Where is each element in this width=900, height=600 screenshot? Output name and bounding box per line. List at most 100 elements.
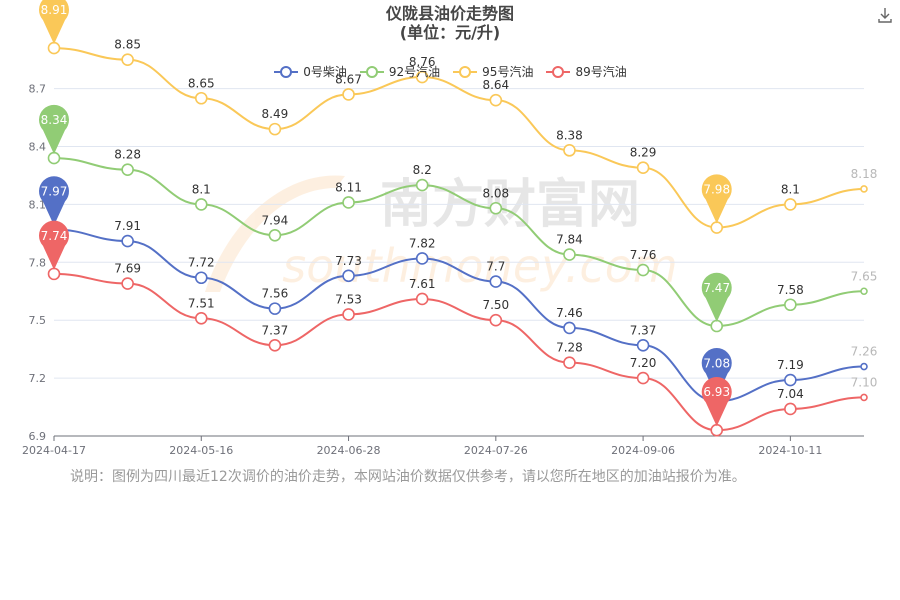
data-label: 7.58 — [777, 283, 804, 297]
chart-title: 仪陇县油价走势图 (单位：元/升) — [0, 4, 900, 42]
data-point[interactable] — [342, 88, 355, 101]
data-label: 8.11 — [335, 180, 362, 194]
data-label: 8.64 — [482, 78, 509, 92]
x-tick-label: 2024-07-26 — [464, 444, 528, 457]
legend-label: 89号汽油 — [575, 65, 627, 79]
data-point[interactable] — [194, 271, 208, 285]
legend-label: 95号汽油 — [482, 65, 534, 79]
data-point[interactable] — [47, 151, 61, 165]
data-label: 7.37 — [262, 323, 289, 337]
data-label: 8.08 — [482, 186, 509, 200]
y-tick-label: 7.8 — [29, 256, 47, 269]
data-point[interactable] — [194, 91, 208, 105]
data-point[interactable] — [563, 321, 576, 335]
data-label: 8.65 — [188, 76, 215, 90]
data-point[interactable] — [489, 313, 503, 327]
data-label: 7.84 — [556, 233, 583, 247]
min-marker-label: 7.08 — [703, 356, 730, 370]
data-point[interactable] — [489, 275, 503, 288]
max-marker: 8.34 — [39, 104, 69, 155]
x-tick-label: 2024-05-16 — [169, 444, 233, 457]
data-point[interactable] — [860, 362, 868, 371]
x-tick-label: 2024-10-11 — [758, 444, 822, 457]
data-point[interactable] — [415, 178, 429, 192]
data-point[interactable] — [342, 196, 355, 209]
legend-item[interactable]: 0号柴油 — [273, 63, 347, 80]
series-line — [53, 272, 865, 432]
data-point[interactable] — [860, 287, 868, 296]
data-label: 7.50 — [482, 298, 509, 312]
data-point[interactable] — [342, 269, 355, 283]
chart-title-main: 仪陇县油价走势图 — [385, 4, 514, 23]
max-marker: 7.74 — [39, 220, 69, 270]
data-point[interactable] — [415, 292, 429, 306]
download-icon[interactable] — [876, 6, 894, 24]
data-point[interactable] — [121, 277, 134, 290]
min-marker-label: 6.93 — [703, 385, 730, 399]
data-label: 8.76 — [409, 55, 436, 69]
data-label: 8.85 — [114, 38, 141, 52]
data-point[interactable] — [47, 267, 61, 281]
data-point[interactable] — [121, 234, 134, 248]
data-point[interactable] — [415, 70, 429, 84]
data-point[interactable] — [268, 122, 282, 136]
data-point[interactable] — [710, 319, 724, 333]
data-point[interactable] — [784, 298, 797, 312]
data-point[interactable] — [784, 198, 797, 211]
max-marker-label: 7.74 — [41, 229, 68, 243]
data-point[interactable] — [121, 53, 134, 66]
data-label: 7.37 — [630, 323, 657, 337]
data-label: 7.19 — [777, 358, 804, 372]
min-marker: 6.93 — [701, 377, 732, 427]
data-point[interactable] — [710, 423, 724, 437]
legend-item[interactable]: 92号汽油 — [359, 63, 440, 80]
max-marker-label: 8.34 — [41, 113, 68, 127]
data-point[interactable] — [121, 163, 134, 176]
data-label: 7.72 — [188, 256, 215, 270]
data-label: 7.20 — [630, 356, 657, 370]
data-label: 8.38 — [556, 128, 583, 142]
data-point[interactable] — [415, 252, 429, 265]
data-point[interactable] — [563, 248, 576, 261]
data-label: 7.65 — [851, 269, 878, 283]
data-point[interactable] — [268, 338, 282, 352]
chart-note: 说明：图例为四川最近12次调价的油价走势，本网站油价数据仅供参考，请以您所在地区… — [70, 469, 746, 485]
data-point[interactable] — [710, 221, 724, 234]
max-marker: 8.91 — [39, 0, 69, 45]
data-point[interactable] — [268, 228, 282, 242]
data-label: 7.46 — [556, 306, 583, 320]
data-point[interactable] — [636, 161, 650, 175]
legend-label: 0号柴油 — [303, 65, 347, 79]
x-tick-label: 2024-04-17 — [22, 444, 86, 457]
data-point[interactable] — [563, 144, 576, 157]
legend-item[interactable]: 95号汽油 — [452, 63, 533, 80]
data-label: 7.73 — [335, 254, 362, 268]
data-point[interactable] — [47, 41, 61, 55]
max-marker-label: 7.97 — [41, 184, 68, 198]
data-point[interactable] — [342, 308, 355, 321]
data-point[interactable] — [636, 371, 650, 385]
data-point[interactable] — [489, 93, 503, 107]
data-point[interactable] — [860, 185, 868, 193]
y-tick-label: 7.2 — [29, 372, 47, 385]
data-point[interactable] — [563, 356, 576, 369]
y-tick-label: 7.5 — [29, 314, 47, 327]
data-point[interactable] — [636, 338, 650, 352]
data-point[interactable] — [860, 393, 868, 402]
data-label: 8.28 — [114, 148, 141, 162]
chart-legend: 0号柴油 92号汽油 95号汽油 89号汽油 — [0, 63, 900, 80]
data-point[interactable] — [636, 263, 650, 277]
legend-item[interactable]: 89号汽油 — [545, 63, 627, 80]
data-point[interactable] — [194, 198, 208, 211]
min-marker: 7.98 — [701, 174, 732, 224]
data-point[interactable] — [784, 373, 797, 387]
x-tick-label: 2024-06-28 — [317, 444, 381, 457]
legend-line-icon — [453, 65, 478, 78]
data-point[interactable] — [268, 302, 282, 315]
data-point[interactable] — [784, 402, 797, 416]
legend-line-icon — [274, 65, 299, 78]
data-point[interactable] — [194, 311, 208, 325]
data-label: 7.51 — [188, 296, 215, 310]
data-point[interactable] — [489, 201, 503, 215]
